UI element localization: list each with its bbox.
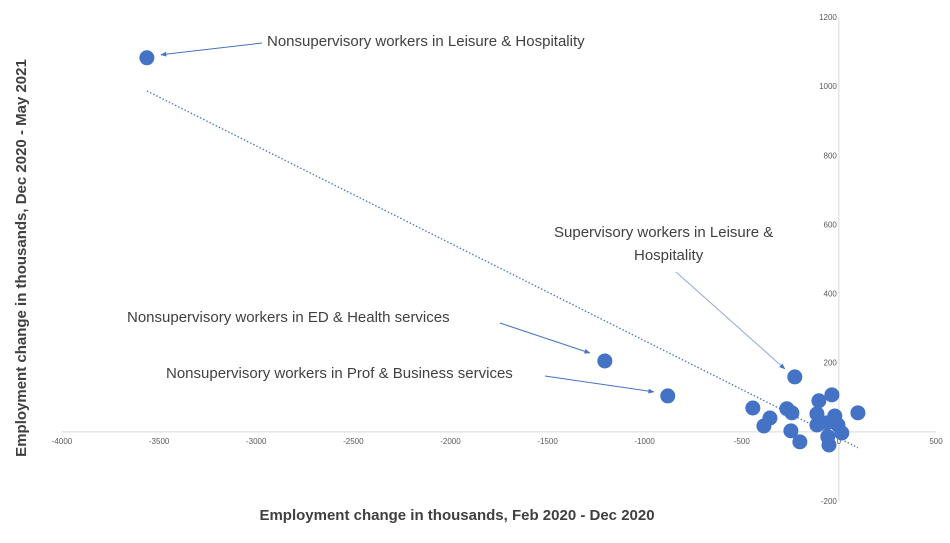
- annotation-prof-business: Nonsupervisory workers in Prof & Busines…: [166, 365, 513, 382]
- data-point: [783, 423, 799, 439]
- annotation-leisure-sup-line2: Hospitality: [634, 247, 704, 264]
- data-points: [139, 50, 866, 453]
- x-tick-label: -3500: [149, 437, 170, 446]
- x-tick-label: -4000: [52, 437, 73, 446]
- axes: -4000 -3500 -3000 -2500 -2000 -1500 -1000 -500 0…: [52, 13, 943, 506]
- y-tick-label: 1200: [819, 13, 837, 22]
- data-point: [756, 418, 772, 434]
- x-tick-label: -500: [734, 437, 751, 446]
- data-point: [784, 405, 800, 421]
- y-tick-label: 400: [824, 290, 838, 299]
- y-tick-label: 600: [824, 220, 838, 229]
- x-tick-label: -2000: [440, 437, 461, 446]
- x-tick-label: 500: [929, 437, 943, 446]
- annotation-arrow: [499, 322, 591, 354]
- trendline: [146, 90, 859, 449]
- y-tick-label: 200: [824, 359, 838, 368]
- data-point: [792, 434, 808, 450]
- data-point: [787, 369, 803, 385]
- x-tick-label: -1500: [537, 437, 558, 446]
- data-point: [834, 425, 850, 441]
- x-tick-label: -2500: [343, 437, 364, 446]
- data-point: [850, 405, 866, 421]
- y-tick-label: -200: [821, 497, 838, 506]
- annotation-leisure-sup: Supervisory workers in Leisure &: [554, 224, 773, 241]
- data-point: [811, 393, 827, 409]
- y-axis-title: Employment change in thousands, Dec 2020…: [13, 59, 30, 457]
- annotation-arrow: [160, 42, 263, 57]
- y-tick-label: 800: [824, 151, 838, 160]
- annotation-arrow: [675, 271, 786, 370]
- y-tick-label: 1000: [819, 82, 837, 91]
- data-point: [139, 50, 155, 66]
- annotations: Nonsupervisory workers in Leisure & Hosp…: [127, 33, 786, 394]
- data-point: [660, 388, 676, 404]
- data-point: [821, 437, 837, 453]
- data-point: [819, 415, 835, 431]
- data-point: [745, 400, 761, 416]
- x-tick-label: -1000: [634, 437, 655, 446]
- data-point: [824, 387, 840, 403]
- x-tick-label: -3000: [246, 437, 267, 446]
- annotation-arrow: [544, 375, 655, 394]
- data-point: [597, 353, 613, 369]
- x-axis-title: Employment change in thousands, Feb 2020…: [259, 507, 654, 524]
- annotation-health: Nonsupervisory workers in ED & Health se…: [127, 309, 450, 326]
- data-point: [809, 406, 825, 422]
- x-tick-label: 0: [837, 437, 842, 446]
- annotation-leisure-nonsup: Nonsupervisory workers in Leisure & Hosp…: [267, 33, 585, 50]
